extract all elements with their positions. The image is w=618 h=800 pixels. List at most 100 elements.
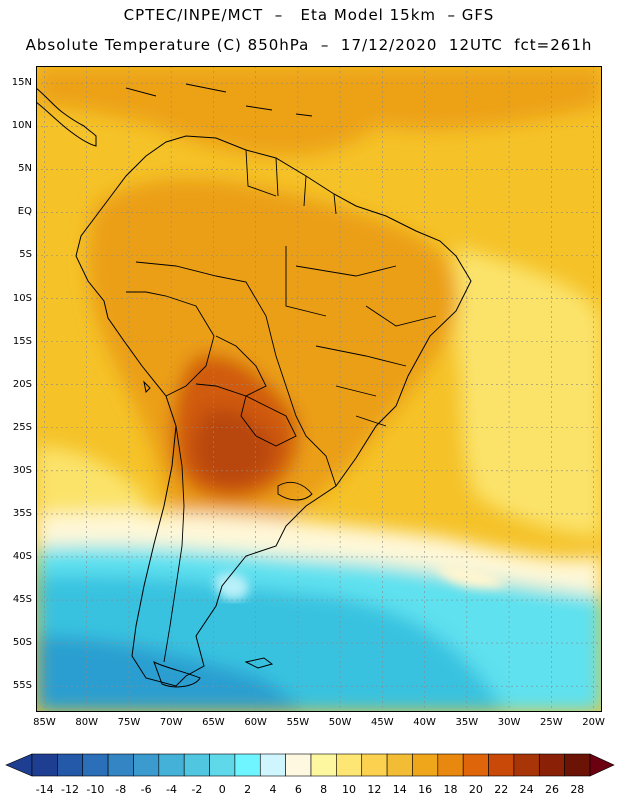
lake-titicaca <box>143 380 151 394</box>
scale-label: -6 <box>140 783 152 796</box>
light-patch-east <box>436 564 506 588</box>
tierra-del-fuego <box>153 660 201 688</box>
border-brazil-west <box>135 261 337 487</box>
latitude-label: 20S <box>12 378 32 390</box>
latitude-label: 30S <box>12 464 32 476</box>
title-line-2: Absolute Temperature (C) 850hPa – 17/12/… <box>25 36 593 54</box>
latitude-label: 45S <box>12 594 32 606</box>
scale-swatch <box>183 753 210 777</box>
border-argentina-chile <box>163 425 185 663</box>
longitude-label: 20W <box>582 717 605 728</box>
longitude-label: 80W <box>75 717 98 728</box>
longitude-label: 45W <box>371 717 394 728</box>
scale-swatch <box>57 753 84 777</box>
longitude-label: 85W <box>33 717 56 728</box>
scale-high-arrow <box>589 753 615 777</box>
longitude-label: 40W <box>413 717 436 728</box>
mild-ocean-east <box>456 246 602 536</box>
latitude-label: EQ <box>17 206 32 218</box>
latitude-label: 55S <box>12 680 32 692</box>
border-guianas <box>245 149 337 215</box>
borders <box>126 149 437 663</box>
scale-label: 16 <box>418 783 433 796</box>
latitude-label: 15N <box>11 77 32 89</box>
scale-label: 6 <box>294 783 302 796</box>
scale-swatch <box>538 753 565 777</box>
scale-label: 28 <box>570 783 585 796</box>
longitude-label: 50W <box>328 717 352 728</box>
scale-swatch <box>234 753 261 777</box>
scale-label: 20 <box>468 783 483 796</box>
longitude-label: 70W <box>159 717 183 728</box>
border-andes <box>126 291 215 397</box>
border-bolivia <box>195 335 267 397</box>
scale-swatch <box>285 753 312 777</box>
scale-swatch <box>462 753 489 777</box>
scale-label: 10 <box>342 783 357 796</box>
scale-label: 22 <box>494 783 509 796</box>
scale-swatch <box>361 753 388 777</box>
latitude-label: 10S <box>12 292 32 304</box>
south-america-coast <box>75 135 472 687</box>
graticule <box>36 66 602 712</box>
latitude-label: 40S <box>12 550 32 562</box>
scale-label: 26 <box>544 783 559 796</box>
latitude-label: 25S <box>12 421 32 433</box>
color-scale <box>5 753 615 777</box>
border-paraguay <box>240 395 297 447</box>
scale-swatch <box>386 753 413 777</box>
scale-label: -12 <box>61 783 80 796</box>
border-uruguay <box>277 481 313 501</box>
scale-label: 14 <box>392 783 407 796</box>
scale-swatch <box>488 753 515 777</box>
scale-label: 4 <box>269 783 277 796</box>
caribbean-islands <box>125 83 313 117</box>
coastlines <box>36 83 472 688</box>
latitude-label: 35S <box>12 507 32 519</box>
temperature-map <box>36 66 602 712</box>
scale-swatch <box>564 753 591 777</box>
longitude-label: 60W <box>244 717 267 728</box>
map-panel <box>36 66 602 712</box>
scale-label: -14 <box>35 783 54 796</box>
scale-low-arrow <box>5 753 33 777</box>
scale-swatch <box>259 753 286 777</box>
latitude-label: 15S <box>12 335 32 347</box>
longitude-label: 25W <box>540 717 563 728</box>
latitude-label: 5N <box>18 163 32 175</box>
light-patch <box>215 572 249 600</box>
scale-swatch <box>31 753 58 777</box>
border-brazil-states <box>285 246 437 427</box>
longitude-label: 30W <box>497 717 521 728</box>
latitude-label: 50S <box>12 637 32 649</box>
scale-label: -4 <box>166 783 177 796</box>
longitude-label: 75W <box>117 717 141 728</box>
scale-swatch <box>412 753 439 777</box>
scale-swatch <box>437 753 464 777</box>
latitude-label: 5S <box>19 249 32 261</box>
central-america-coast <box>36 87 97 147</box>
scale-swatch <box>310 753 337 777</box>
scale-label: -8 <box>115 783 127 796</box>
longitude-label: 55W <box>286 717 310 728</box>
coldest-water <box>36 636 306 712</box>
longitude-label: 35W <box>455 717 479 728</box>
scale-label: 0 <box>218 783 226 796</box>
scale-label: 18 <box>443 783 458 796</box>
scale-swatch <box>107 753 134 777</box>
scale-label: 12 <box>367 783 382 796</box>
scale-swatch <box>209 753 236 777</box>
title-line-1: CPTEC/INPE/MCT – Eta Model 15km – GFS <box>123 6 495 24</box>
scale-label: -10 <box>86 783 105 796</box>
scale-label: 24 <box>519 783 534 796</box>
longitude-label: 65W <box>202 717 225 728</box>
latitude-label: 10N <box>11 120 32 132</box>
falkland-islands <box>244 657 274 669</box>
scale-label: 2 <box>244 783 252 796</box>
scale-swatch <box>336 753 363 777</box>
scale-swatch <box>513 753 540 777</box>
scale-label: -2 <box>191 783 203 796</box>
warm-north-field <box>36 66 602 156</box>
scale-label: 8 <box>320 783 328 796</box>
scale-swatch <box>82 753 109 777</box>
